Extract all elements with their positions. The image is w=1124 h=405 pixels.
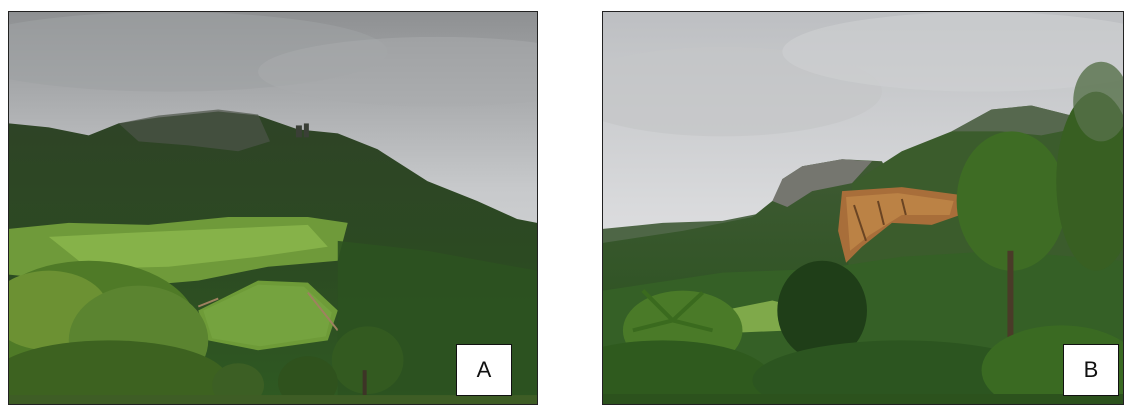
photo-panel-a: A [8, 11, 538, 405]
photo-panel-b: B [602, 11, 1124, 405]
panel-label-a: A [456, 344, 512, 396]
mountain-photo-a [9, 12, 537, 404]
panel-label-b: B [1063, 344, 1119, 396]
mountain-photo-b [603, 12, 1123, 404]
